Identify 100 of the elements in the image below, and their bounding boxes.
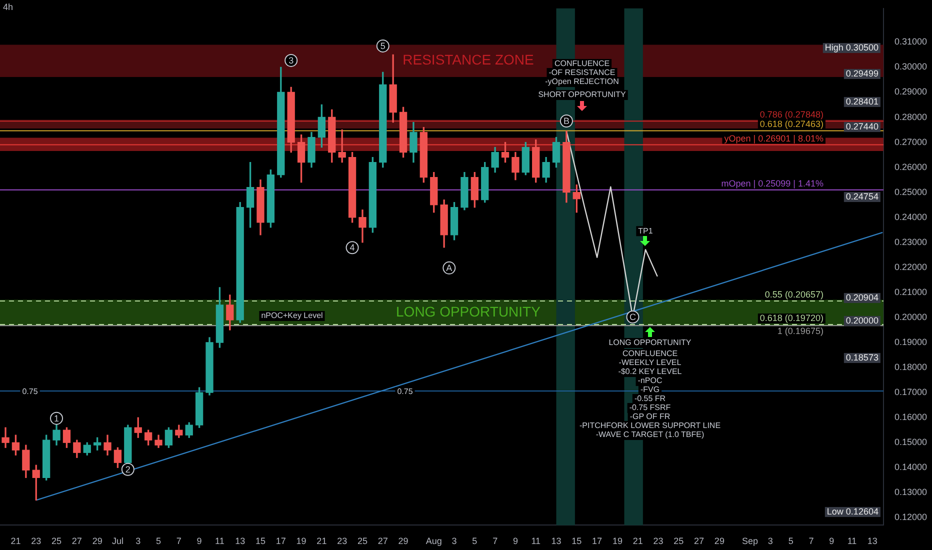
x-tick-label: 23: [653, 536, 664, 546]
ref-line-label: 0.618 (0.19720): [760, 312, 824, 323]
y-tick-label: 0.24000: [894, 212, 928, 222]
annotation: C: [630, 312, 636, 322]
annotation: -$0.2 KEY LEVEL: [618, 367, 682, 376]
ref-line-label: mOpen | 0.25099 | 1.41%: [721, 178, 824, 188]
y-tick-label: 0.26000: [894, 162, 928, 172]
y-tick-label: 0.29000: [894, 86, 928, 97]
annotation: 0.27440: [846, 121, 878, 132]
annotation: TP1: [638, 226, 654, 236]
annotation: 3: [288, 55, 294, 66]
annotation: SHORT OPPORTUNITY: [538, 90, 626, 100]
annotation: 2: [125, 464, 130, 474]
x-tick-label: 3: [768, 536, 773, 546]
x-tick-label: 27: [378, 536, 388, 546]
annotation: 0.20904: [846, 292, 878, 302]
x-tick-label: Aug: [426, 536, 442, 546]
x-tick-label: 21: [632, 536, 643, 546]
band-label: RESISTANCE ZONE: [402, 52, 534, 68]
annotation: -GP OF FR: [630, 412, 670, 422]
x-tick-label: 29: [714, 536, 724, 546]
ref-line-label: 0.618 (0.27463): [760, 119, 824, 130]
x-tick-label: 9: [196, 536, 202, 546]
band-label: LONG OPPORTUNITY: [396, 304, 542, 320]
x-tick-label: 9: [829, 536, 834, 546]
x-tick-label: 11: [215, 536, 224, 546]
y-tick-label: 0.31000: [894, 36, 928, 47]
annotation: CONFLUENCE: [622, 349, 678, 358]
y-tick-label: 0.13000: [894, 487, 928, 498]
x-tick-label: 23: [31, 536, 42, 546]
x-tick-label: 17: [276, 536, 286, 546]
x-tick-label: 27: [72, 536, 82, 546]
x-tick-label: 11: [847, 536, 857, 546]
y-tick-label: 0.27000: [894, 136, 928, 147]
x-tick-label: 25: [357, 536, 368, 546]
annotation: CONFLUENCE: [554, 59, 610, 68]
x-tick-label: 17: [592, 536, 602, 546]
annotation: 0.75: [22, 387, 38, 396]
annotation: 4: [350, 242, 355, 253]
annotation: -nPOC: [638, 376, 662, 386]
x-tick-label: 27: [694, 536, 704, 546]
x-tick-label: 5: [156, 536, 162, 546]
x-tick-label: 13: [551, 536, 562, 546]
annotation: -0.55 FR: [634, 394, 666, 404]
y-tick-label: 0.16000: [894, 412, 928, 422]
annotation: -WAVE C TARGET (1.0 TBFE): [596, 430, 704, 440]
annotation: 0.75: [397, 387, 414, 396]
x-tick-label: 9: [512, 536, 518, 546]
annotation: A: [446, 262, 452, 273]
y-tick-label: 0.22000: [894, 262, 928, 272]
annotation: -PITCHFORK LOWER SUPPORT LINE: [579, 421, 721, 430]
y-tick-label: 0.15000: [894, 437, 928, 448]
annotation: LONG OPPORTUNITY: [608, 338, 692, 348]
x-tick-label: 23: [337, 536, 348, 546]
x-tick-label: 13: [867, 536, 878, 546]
x-tick-label: 21: [10, 536, 21, 546]
annotation: 0.28401: [846, 96, 878, 106]
x-tick-label: 3: [452, 536, 457, 546]
annotation: 1: [54, 413, 60, 424]
annotation: 0.18573: [846, 352, 878, 362]
y-tick-label: 0.19000: [894, 336, 928, 347]
x-tick-label: 25: [52, 536, 62, 546]
x-tick-label: 15: [572, 536, 582, 546]
annotation: High 0.30500: [824, 42, 878, 52]
x-tick-label: Jul: [112, 536, 124, 546]
x-tick-label: 5: [788, 536, 794, 546]
x-tick-label: 7: [808, 536, 814, 546]
y-tick-label: 0.14000: [894, 462, 928, 472]
annotation: 0.24754: [846, 191, 878, 202]
x-tick-label: 3: [136, 536, 141, 546]
annotation: Low 0.12604: [826, 506, 878, 516]
x-tick-label: 7: [492, 536, 498, 546]
ref-line-label: 1 (0.19675): [777, 326, 824, 336]
y-tick-label: 0.20000: [894, 312, 928, 322]
annotation: -FVG: [640, 385, 660, 394]
annotation: 0.20000: [846, 315, 878, 326]
x-tick-label: 5: [472, 536, 478, 546]
x-tick-label: 29: [92, 536, 102, 546]
ref-line-label: yOpen | 0.26901 | 8.01%: [724, 133, 824, 144]
x-tick-label: Sep: [742, 536, 758, 546]
ref-line-label: 0.786 (0.27848): [760, 110, 824, 120]
x-tick-label: 29: [398, 536, 408, 546]
x-tick-label: 15: [255, 536, 266, 546]
chart-title: 4h: [3, 2, 14, 12]
y-tick-label: 0.17000: [894, 387, 928, 398]
y-tick-label: 0.23000: [894, 236, 928, 247]
annotation: 5: [380, 40, 386, 51]
x-tick-label: 19: [612, 536, 622, 546]
annotation: -WEEKLY LEVEL: [618, 358, 682, 368]
annotation: -0.75 FSRF: [629, 403, 671, 412]
x-tick-label: 19: [296, 536, 306, 546]
ref-line-label: 0.55 (0.20657): [764, 290, 824, 300]
y-tick-label: 0.18000: [894, 362, 928, 372]
annotation: 0.29499: [846, 68, 878, 78]
y-tick-label: 0.25000: [894, 186, 928, 197]
y-tick-label: 0.21000: [894, 286, 928, 297]
annotation: nPOC+Key Level: [261, 311, 324, 320]
x-tick-label: 7: [176, 536, 182, 546]
y-tick-label: 0.12000: [894, 512, 928, 522]
y-tick-label: 0.30000: [894, 62, 928, 72]
